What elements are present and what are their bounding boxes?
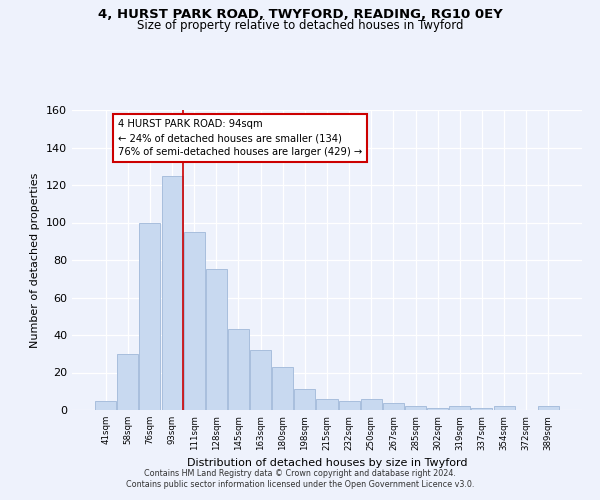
- Bar: [316, 399, 338, 410]
- Bar: [161, 176, 182, 410]
- Bar: [206, 270, 227, 410]
- X-axis label: Distribution of detached houses by size in Twyford: Distribution of detached houses by size …: [187, 458, 467, 468]
- Bar: [472, 408, 493, 410]
- Bar: [383, 402, 404, 410]
- Text: 4, HURST PARK ROAD, TWYFORD, READING, RG10 0EY: 4, HURST PARK ROAD, TWYFORD, READING, RG…: [98, 8, 502, 20]
- Y-axis label: Number of detached properties: Number of detached properties: [31, 172, 40, 348]
- Text: Size of property relative to detached houses in Twyford: Size of property relative to detached ho…: [137, 19, 463, 32]
- Bar: [272, 367, 293, 410]
- Bar: [228, 330, 249, 410]
- Bar: [95, 400, 116, 410]
- Text: Contains public sector information licensed under the Open Government Licence v3: Contains public sector information licen…: [126, 480, 474, 489]
- Bar: [427, 408, 448, 410]
- Bar: [184, 232, 205, 410]
- Bar: [250, 350, 271, 410]
- Bar: [338, 400, 359, 410]
- Text: Contains HM Land Registry data © Crown copyright and database right 2024.: Contains HM Land Registry data © Crown c…: [144, 468, 456, 477]
- Bar: [449, 406, 470, 410]
- Bar: [139, 222, 160, 410]
- Bar: [538, 406, 559, 410]
- Text: 4 HURST PARK ROAD: 94sqm
← 24% of detached houses are smaller (134)
76% of semi-: 4 HURST PARK ROAD: 94sqm ← 24% of detach…: [118, 120, 362, 158]
- Bar: [361, 399, 382, 410]
- Bar: [405, 406, 426, 410]
- Bar: [295, 390, 316, 410]
- Bar: [494, 406, 515, 410]
- Bar: [118, 354, 139, 410]
